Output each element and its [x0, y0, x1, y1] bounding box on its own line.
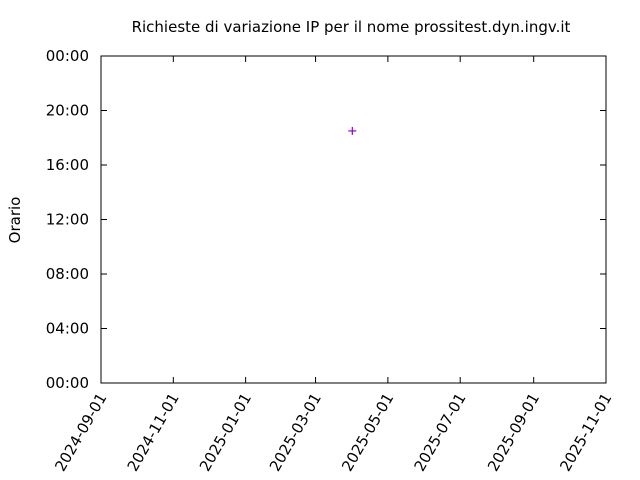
y-tick-label: 12:00: [46, 211, 89, 229]
x-tick-label: 2025-11-01: [556, 390, 615, 475]
y-tick-label: 16:00: [46, 156, 89, 174]
x-tick-label: 2025-09-01: [484, 390, 543, 475]
point: [348, 126, 357, 135]
y-axis-label: Orario: [6, 197, 24, 244]
y-tick-label: 20:00: [46, 102, 89, 120]
y-tick-label: 00:00: [46, 47, 89, 65]
x-tick-label: 2024-11-01: [124, 390, 183, 475]
y-tick-label: 04:00: [46, 320, 89, 338]
chart-title: Richieste di variazione IP per il nome p…: [132, 18, 571, 36]
x-tick-label: 2025-05-01: [338, 390, 397, 475]
plot-frame: [100, 55, 607, 384]
y-tick-label: 08:00: [46, 265, 89, 283]
x-tick-label: 2025-07-01: [410, 390, 469, 475]
x-tick-label: 2025-01-01: [196, 390, 255, 475]
x-tick-label: 2025-03-01: [266, 390, 325, 475]
y-tick-label: 00:00: [46, 374, 89, 392]
x-tick-label: 2024-09-01: [51, 390, 110, 475]
